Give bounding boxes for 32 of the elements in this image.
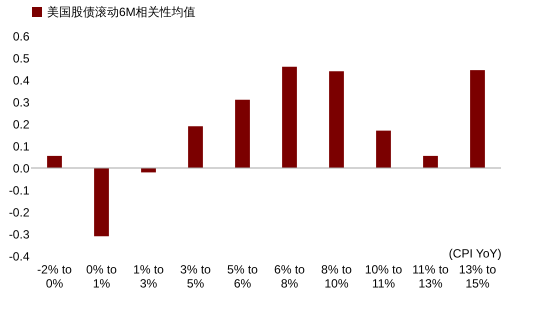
x-tick-label: -2% to 0% (37, 262, 72, 290)
y-tick-label: 0.0 (12, 162, 30, 176)
x-tick-label: 11% to 13% (412, 262, 450, 290)
y-tick-label: 0.2 (12, 118, 30, 132)
x-tick-label: 5% to 6% (227, 262, 258, 290)
x-tick-label: 8% to 10% (321, 262, 352, 290)
bar (423, 156, 438, 168)
legend-label: 美国股债滚动6M相关性均值 (47, 5, 196, 19)
x-tick-label: 3% to 5% (180, 262, 212, 290)
y-tick-label: -0.3 (8, 228, 30, 242)
bar (235, 100, 250, 168)
y-tick-label: 0.3 (12, 96, 30, 110)
bar (188, 126, 203, 168)
bar (47, 156, 62, 168)
y-tick-label: 0.6 (12, 30, 30, 44)
bar (94, 168, 109, 236)
y-tick-label: -0.1 (8, 184, 30, 198)
y-tick-label: 0.5 (12, 52, 30, 66)
x-tick-label: 0% to 1% (86, 262, 118, 290)
x-tick-label: 6% to 8% (274, 262, 306, 290)
x-axis-title: (CPI YoY) (448, 246, 502, 260)
x-tick-label: 10% to 11% (364, 262, 403, 290)
y-tick-label: 0.4 (12, 74, 30, 88)
y-tick-label: -0.4 (8, 250, 30, 264)
x-tick-label: 13% to 15% (458, 262, 497, 290)
bar (329, 71, 344, 168)
y-tick-label: 0.1 (12, 140, 30, 154)
y-tick-label: -0.2 (8, 206, 30, 220)
bar (282, 66, 297, 168)
x-tick-label: 1% to 3% (133, 262, 164, 290)
bar (376, 130, 391, 168)
bar (470, 70, 485, 168)
